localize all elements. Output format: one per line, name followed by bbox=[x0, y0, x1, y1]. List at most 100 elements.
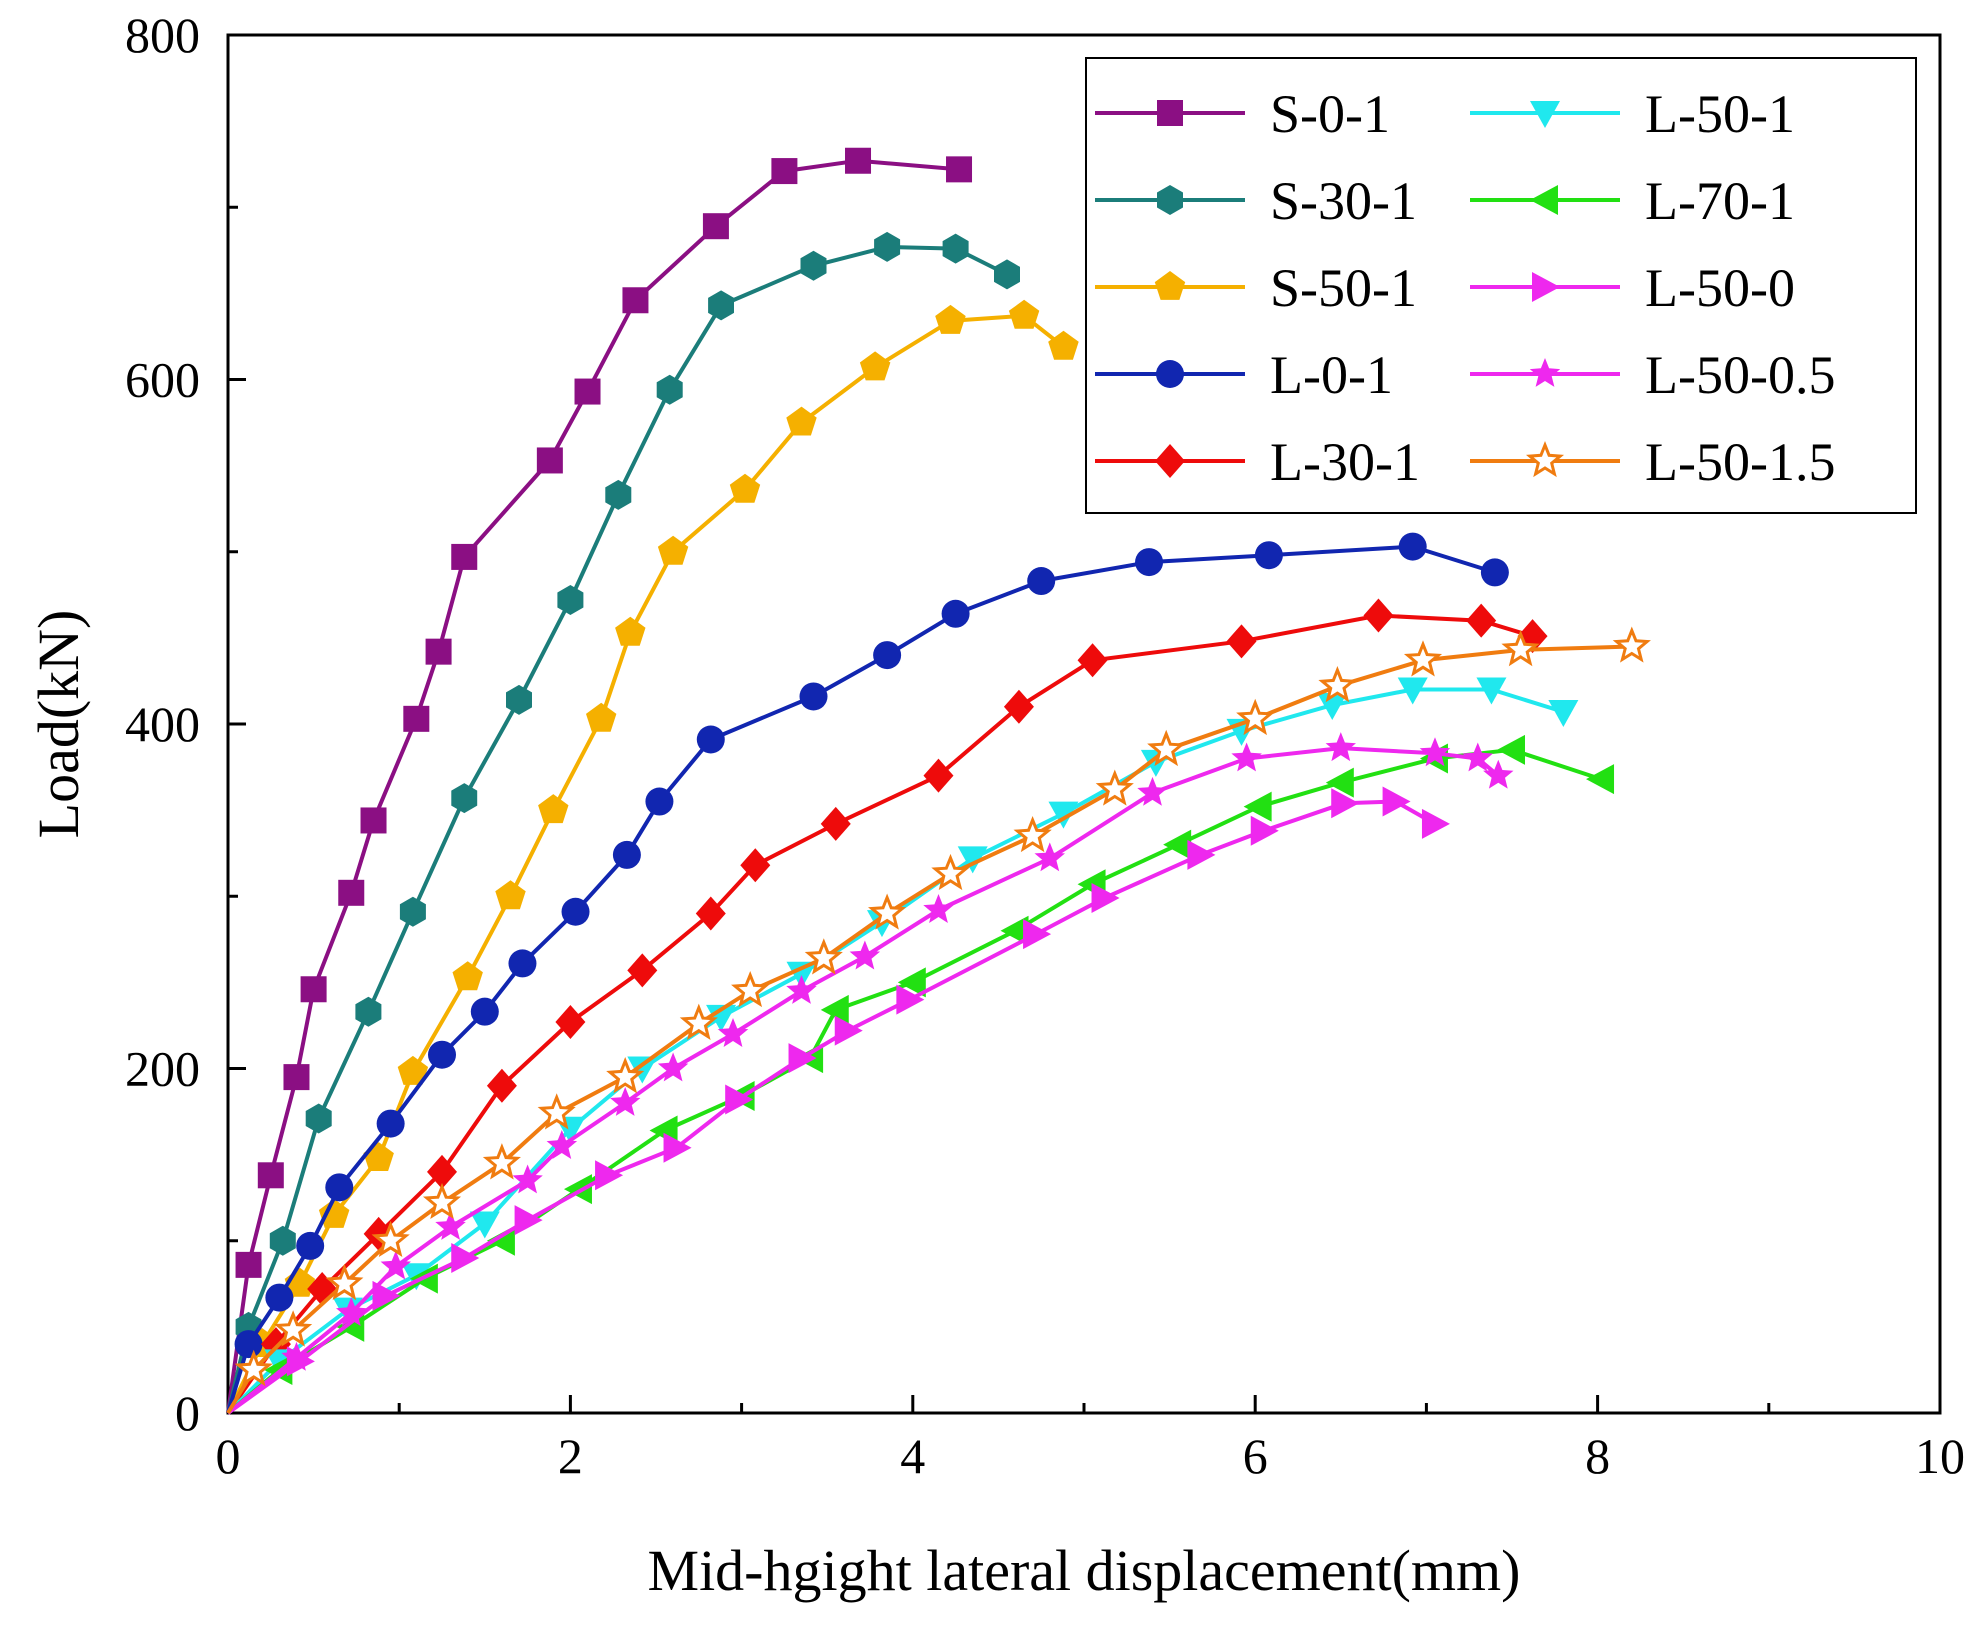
data-point-l-50-0-5 bbox=[336, 1297, 367, 1326]
legend-label-l-50-0: L-50-0 bbox=[1645, 258, 1795, 318]
series-line-l-50-1 bbox=[226, 687, 1564, 1415]
y-tick-label: 400 bbox=[125, 696, 200, 752]
data-point-s-50-1 bbox=[397, 1055, 429, 1085]
data-point-l-0-1 bbox=[1480, 558, 1509, 587]
data-point-l-0-1 bbox=[799, 682, 828, 711]
data-point-s-50-1 bbox=[1008, 299, 1040, 329]
data-point-l-30-1 bbox=[1226, 624, 1257, 659]
data-point-l-50-1-5 bbox=[1147, 729, 1186, 767]
data-point-l-50-1 bbox=[1476, 677, 1507, 705]
legend-entry-s-30-1: S-30-1 bbox=[1095, 171, 1417, 231]
legend-marker-s-30-1 bbox=[1157, 185, 1183, 215]
data-point-l-70-1 bbox=[1497, 734, 1525, 765]
legend-label-s-0-1: S-0-1 bbox=[1270, 84, 1390, 144]
data-point-l-50-1 bbox=[627, 1056, 658, 1084]
data-point-s-30-1 bbox=[942, 233, 969, 264]
data-point-l-50-1-5 bbox=[931, 853, 970, 891]
data-point-l-70-1 bbox=[897, 967, 926, 998]
data-point-l-70-1 bbox=[1325, 767, 1354, 798]
data-point-l-70-1 bbox=[820, 994, 849, 1025]
data-point-s-50-1 bbox=[1048, 330, 1079, 360]
series-l-70-1 bbox=[226, 734, 1615, 1415]
data-point-s-30-1 bbox=[451, 783, 478, 814]
x-tick-label: 0 bbox=[216, 1428, 241, 1484]
data-point-l-50-0-5 bbox=[1483, 759, 1514, 789]
data-point-l-50-1-5 bbox=[1318, 666, 1357, 703]
data-point-l-70-1 bbox=[1243, 791, 1272, 822]
data-point-l-50-0-5 bbox=[281, 1341, 312, 1371]
series-l-50-0-5 bbox=[226, 732, 1514, 1415]
y-tick-label: 800 bbox=[125, 7, 200, 63]
data-point-s-30-1 bbox=[355, 996, 382, 1027]
data-point-l-0-1 bbox=[1027, 567, 1056, 596]
series-line-s-30-1 bbox=[226, 244, 1008, 1414]
legend-entry-l-50-1: L-50-1 bbox=[1470, 84, 1795, 144]
x-tick-label: 2 bbox=[558, 1428, 583, 1484]
data-point-l-50-0-5 bbox=[546, 1130, 578, 1159]
data-point-l-0-1 bbox=[234, 1330, 263, 1359]
data-point-l-50-0-5 bbox=[1034, 842, 1065, 872]
data-point-l-50-1-5 bbox=[537, 1093, 576, 1130]
data-point-l-30-1 bbox=[427, 1154, 457, 1189]
data-point-s-30-1 bbox=[269, 1225, 296, 1256]
series-line-l-50-0-5 bbox=[226, 746, 1500, 1415]
data-point-l-30-1 bbox=[555, 1004, 586, 1039]
series-line-l-50-0 bbox=[226, 799, 1436, 1415]
data-point-l-0-1 bbox=[1398, 532, 1427, 561]
legend-entry-l-50-1-5: L-50-1.5 bbox=[1470, 432, 1835, 492]
data-point-s-50-1 bbox=[538, 794, 569, 824]
data-point-s-50-1 bbox=[452, 961, 483, 991]
data-point-s-0-1 bbox=[946, 156, 973, 183]
data-point-l-50-1 bbox=[1048, 801, 1079, 829]
data-point-l-50-1-5 bbox=[1236, 698, 1275, 736]
data-point-l-50-0-5 bbox=[786, 975, 817, 1004]
data-point-s-30-1 bbox=[994, 259, 1020, 290]
data-point-l-50-0-5 bbox=[1462, 742, 1493, 772]
data-point-l-50-1-5 bbox=[868, 893, 907, 930]
legend-marker-l-30-1 bbox=[1155, 444, 1185, 478]
legend-marker-s-0-1 bbox=[1157, 100, 1183, 126]
data-point-s-50-1 bbox=[615, 616, 646, 646]
data-point-l-50-0 bbox=[372, 1280, 401, 1311]
data-point-s-0-1 bbox=[403, 705, 430, 732]
data-point-l-30-1 bbox=[627, 953, 658, 988]
data-point-l-50-0 bbox=[1382, 786, 1411, 817]
data-point-l-50-1-5 bbox=[325, 1263, 364, 1301]
legend-entry-l-70-1: L-70-1 bbox=[1470, 171, 1795, 231]
y-tick-label: 600 bbox=[125, 352, 200, 408]
data-point-l-50-0-5 bbox=[657, 1052, 689, 1082]
series-line-l-30-1 bbox=[226, 613, 1534, 1415]
data-point-s-0-1 bbox=[257, 1162, 284, 1189]
data-point-s-30-1 bbox=[605, 479, 632, 510]
series-layer bbox=[226, 147, 1651, 1415]
legend-label-l-0-1: L-0-1 bbox=[1270, 345, 1393, 405]
legend-entry-s-0-1: S-0-1 bbox=[1095, 84, 1390, 144]
data-point-s-0-1 bbox=[574, 378, 601, 405]
data-point-l-50-0 bbox=[1023, 919, 1052, 950]
data-point-l-30-1 bbox=[1363, 598, 1394, 633]
data-point-l-0-1 bbox=[941, 599, 970, 628]
data-point-l-50-0 bbox=[834, 1015, 863, 1046]
y-axis-title: Load(kN) bbox=[26, 610, 91, 839]
x-tick-label: 10 bbox=[1915, 1428, 1965, 1484]
legend-marker-l-70-1 bbox=[1530, 185, 1558, 215]
data-point-l-0-1 bbox=[325, 1173, 354, 1202]
legend-marker-s-50-1 bbox=[1154, 271, 1186, 300]
data-point-l-50-0-5 bbox=[717, 1018, 749, 1047]
data-point-l-30-1 bbox=[740, 848, 771, 883]
data-point-s-0-1 bbox=[702, 213, 729, 240]
data-point-s-50-1 bbox=[657, 535, 689, 565]
data-point-l-50-0-5 bbox=[435, 1211, 466, 1240]
data-point-l-50-0 bbox=[1331, 788, 1360, 819]
legend: S-0-1 S-30-1 S-50-1 L-0-1 L-30-1 L-50-1 L-70-1… bbox=[1085, 57, 1917, 514]
data-point-l-50-1-5 bbox=[1095, 769, 1134, 806]
data-point-s-30-1 bbox=[305, 1103, 332, 1134]
data-point-l-50-0-5 bbox=[1231, 742, 1262, 772]
data-point-s-50-1 bbox=[318, 1198, 350, 1228]
data-point-l-50-0-5 bbox=[610, 1087, 641, 1116]
legend-label-l-70-1: L-70-1 bbox=[1645, 171, 1795, 231]
series-l-30-1 bbox=[226, 598, 1548, 1415]
axis-tick-labels: 0 2 4 6 8 10 0 200 400 600 800 bbox=[125, 7, 1965, 1484]
data-point-s-0-1 bbox=[622, 287, 649, 314]
data-point-l-50-0 bbox=[1091, 882, 1120, 913]
